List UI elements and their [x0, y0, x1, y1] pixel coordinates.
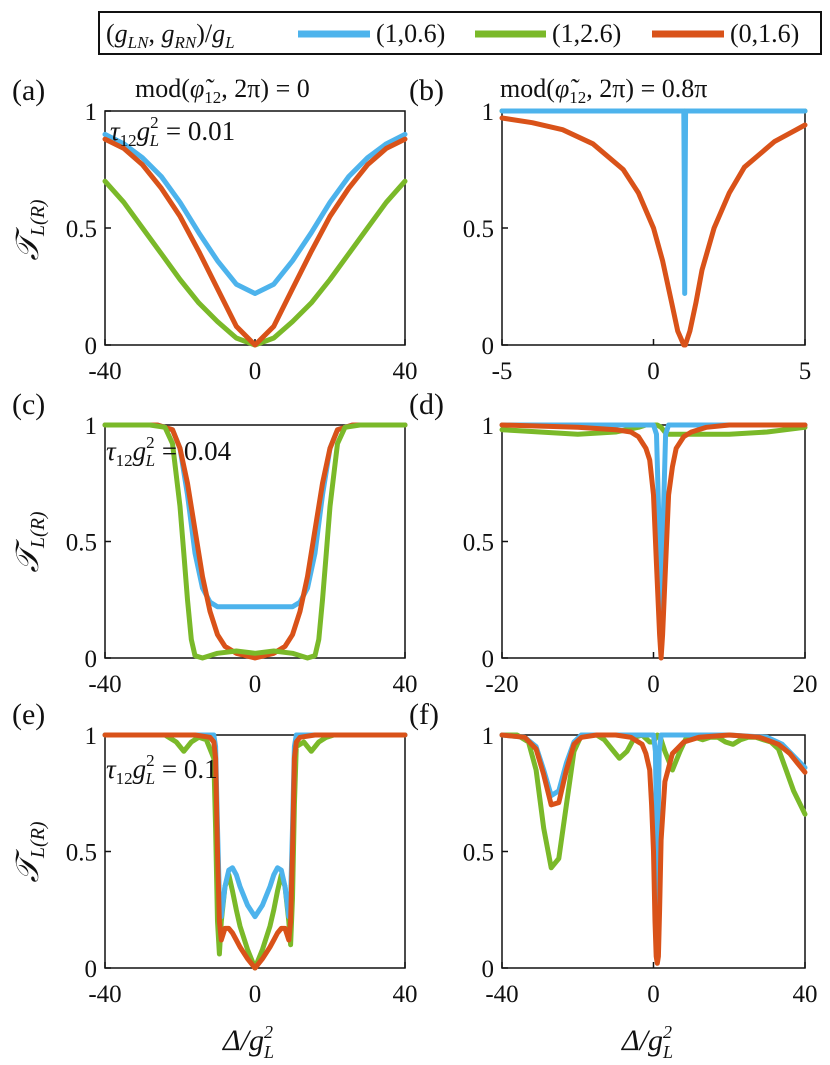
- column-title-left: mod(φ̃12, 2π) = 0: [135, 74, 310, 107]
- legend-label-blue: (1,0.6): [376, 19, 445, 48]
- y-axis-label-c: 𝒯L(R): [9, 511, 49, 573]
- x-tick-label-a-1: 0: [249, 358, 262, 385]
- legend-label-orange: (0,1.6): [730, 19, 799, 48]
- panel-c: 00.51-40 0 40(c): [12, 388, 418, 698]
- series-d-0-1p6: [499, 422, 808, 661]
- panel-label-c: (c): [12, 388, 45, 421]
- panel-label-e: (e): [12, 698, 45, 731]
- y-tick-label-b-2: 1: [482, 99, 495, 126]
- y-tick-label-a-0: 0: [85, 333, 98, 360]
- series-f-0-1p6: [499, 732, 808, 966]
- legend-title: (gLN, gRN)/gL: [106, 19, 235, 52]
- y-tick-label-a-2: 1: [85, 99, 98, 126]
- y-tick-label-d-1: 0.5: [463, 530, 494, 557]
- legend-label-green: (1,2.6): [552, 19, 621, 48]
- x-tick-label-f-2: 40: [793, 981, 818, 1008]
- x-tick-label-f-0: -40: [485, 981, 518, 1008]
- annotation-e: τ12g2 L = 0.1: [106, 751, 218, 788]
- series-b-1-0p6: [499, 108, 808, 296]
- x-tick-label-d-0: -20: [485, 671, 518, 698]
- panel-label-b: (b): [409, 74, 444, 107]
- y-tick-label-f-2: 1: [482, 723, 495, 750]
- y-tick-label-e-1: 0.5: [66, 840, 97, 867]
- panel-label-a: (a): [12, 74, 45, 107]
- y-tick-label-c-2: 1: [85, 413, 98, 440]
- column-title-right: mod(φ̃12, 2π) = 0.8π: [500, 74, 707, 107]
- x-tick-label-c-0: -40: [88, 671, 121, 698]
- x-tick-label-b-2: 5: [799, 358, 812, 385]
- panel-label-d: (d): [409, 388, 444, 421]
- y-tick-label-f-1: 0.5: [463, 840, 494, 867]
- x-tick-label-a-2: 40: [393, 358, 418, 385]
- panel-f: 00.51-40 0 40(f): [409, 698, 818, 1008]
- series-a-1-0p6: [102, 131, 408, 296]
- series-a-1-2p6: [102, 178, 408, 348]
- x-axis-label-right: Δ/g2 L: [621, 1022, 673, 1062]
- x-tick-label-b-1: 0: [647, 358, 660, 385]
- series-e-0-1p6: [102, 732, 408, 971]
- x-tick-label-c-1: 0: [249, 671, 262, 698]
- y-tick-label-e-2: 1: [85, 723, 98, 750]
- series-b-0-1p6: [499, 115, 808, 348]
- panel-e: 00.51-40 0 40(e): [12, 698, 418, 1008]
- x-tick-label-c-2: 40: [393, 671, 418, 698]
- x-tick-label-a-0: -40: [88, 358, 121, 385]
- y-tick-label-a-1: 0.5: [66, 216, 97, 243]
- x-axis-label-left: Δ/g2 L: [222, 1022, 274, 1062]
- y-tick-label-e-0: 0: [85, 956, 98, 983]
- annotation-a: τ12g2 L = 0.01: [110, 113, 235, 150]
- series-d-1-2p6: [499, 422, 808, 437]
- x-tick-label-f-1: 0: [647, 981, 660, 1008]
- panel-label-f: (f): [409, 698, 439, 731]
- panel-a: 00.51-40 0 40(a): [12, 74, 418, 385]
- y-axis-label-a: 𝒯L(R): [9, 199, 49, 261]
- y-tick-label-c-0: 0: [85, 646, 98, 673]
- legend: (gLN, gRN)/gL (1,0.6) (1,2.6) (0,1.6): [98, 11, 822, 55]
- y-tick-label-d-0: 0: [482, 646, 495, 673]
- series-a-0-1p6: [102, 136, 408, 348]
- annotation-c: τ12g2 L = 0.04: [106, 433, 232, 470]
- y-tick-label-b-0: 0: [482, 333, 495, 360]
- y-axis-label-e: 𝒯L(R): [9, 821, 49, 883]
- y-tick-label-c-1: 0.5: [66, 530, 97, 557]
- x-tick-label-b-0: -5: [492, 358, 513, 385]
- series-c-0-1p6: [102, 422, 408, 661]
- y-tick-label-b-1: 0.5: [463, 216, 494, 243]
- x-tick-label-e-2: 40: [393, 981, 418, 1008]
- x-tick-label-e-1: 0: [249, 981, 262, 1008]
- y-tick-label-f-0: 0: [482, 956, 495, 983]
- x-tick-label-d-1: 0: [647, 671, 660, 698]
- panel-b: 00.51-5 0 5(b): [409, 74, 811, 385]
- y-tick-label-d-2: 1: [482, 413, 495, 440]
- x-tick-label-e-0: -40: [88, 981, 121, 1008]
- panel-d: 00.51-20 0 20(d): [409, 388, 818, 698]
- x-tick-label-d-2: 20: [793, 671, 818, 698]
- series-c-1-2p6: [102, 422, 408, 661]
